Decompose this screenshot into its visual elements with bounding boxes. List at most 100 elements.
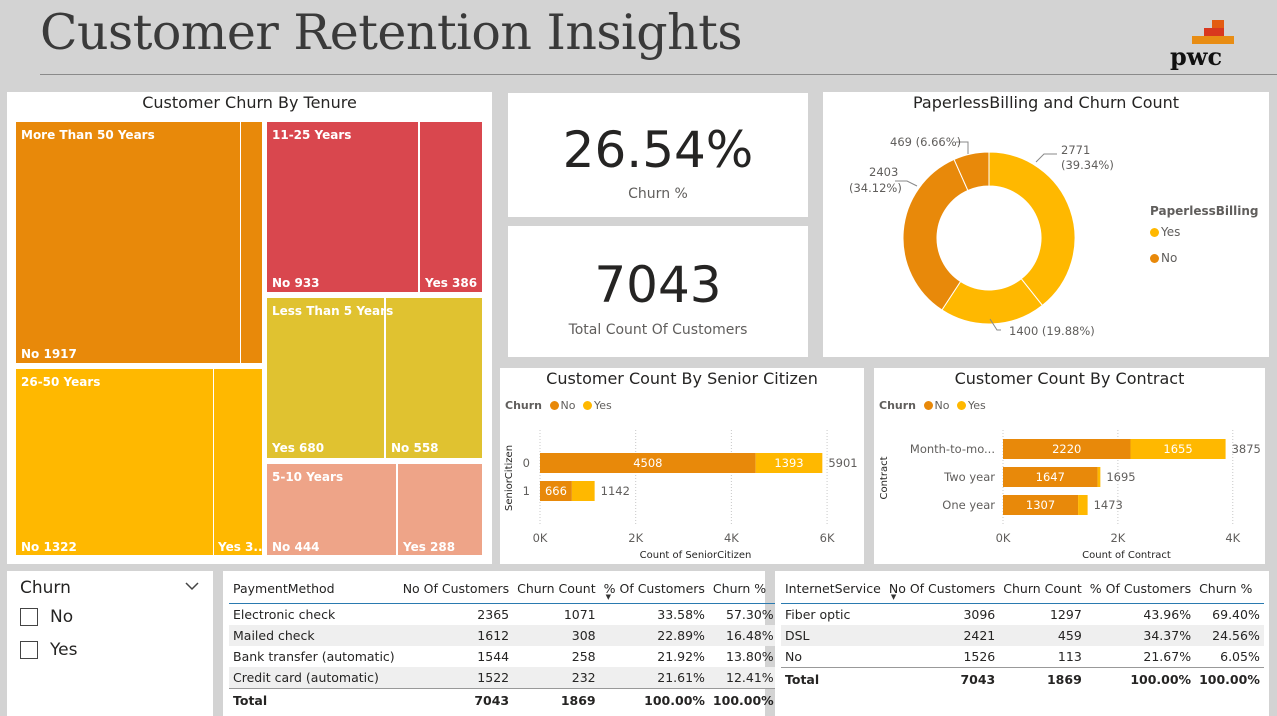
slicer-dropdown-chevron-icon[interactable]	[183, 577, 201, 595]
table-cell: 13.80%	[726, 649, 774, 664]
tile-less-than-5-no[interactable]	[386, 298, 482, 458]
tile-more-than-50-no[interactable]	[16, 122, 240, 363]
tile-label: 11-25 Years	[272, 128, 352, 142]
y-axis-title: SeniorCitizen	[504, 445, 515, 511]
tile-more-than-50-yes[interactable]	[241, 122, 262, 363]
churn-pct-card: 26.54% Churn %	[508, 93, 808, 217]
logo-block	[1212, 20, 1224, 28]
checkbox[interactable]	[20, 641, 38, 659]
tile-26-50-no[interactable]	[16, 369, 213, 555]
table-cell: 69.40%	[1212, 607, 1260, 622]
table-row[interactable]: Credit card (automatic) 1522 232 21.61% 12.4…	[229, 667, 778, 689]
total-cell: 100.00%	[599, 688, 709, 711]
table-row[interactable]: Electronic check 2365 1071 33.58% 57.30%	[229, 604, 778, 626]
bar-yes[interactable]	[1097, 467, 1101, 487]
table-row[interactable]: Mailed check 1612 308 22.89% 16.48%	[229, 625, 778, 646]
tile-5-10-yes[interactable]	[398, 464, 482, 555]
x-axis-title: Count of SeniorCitizen	[640, 550, 752, 561]
total-cell: Total	[781, 667, 885, 690]
table-row[interactable]: Fiber optic 3096 1297 43.96% 69.40%	[781, 604, 1264, 626]
bar-yes[interactable]	[571, 481, 595, 501]
tile-26-50-yes[interactable]	[214, 369, 262, 555]
donut-card: PaperlessBilling and Churn Count 469 (6.…	[823, 92, 1269, 357]
total-cell: 7043	[398, 688, 514, 711]
bar-yes[interactable]	[1078, 495, 1088, 515]
table-cell: 6.05%	[1220, 649, 1260, 664]
bar-no[interactable]	[1003, 467, 1098, 487]
page-title: Customer Retention Insights	[40, 4, 742, 61]
column-header[interactable]: Churn Count	[513, 573, 600, 604]
column-header[interactable]: Churn %	[1195, 573, 1264, 604]
table-cell: No	[785, 649, 802, 664]
tile-value: Yes 288	[403, 540, 456, 554]
donut-label: 2403	[869, 165, 898, 179]
table-cell: 16.48%	[708, 625, 778, 646]
y-tick-label: Month-to-mo...	[910, 442, 995, 456]
sort-descending-icon: ▼	[605, 593, 612, 601]
tile-less-than-5-yes[interactable]	[267, 298, 384, 458]
tile-11-25-yes[interactable]	[420, 122, 482, 292]
total-cell: Total	[229, 688, 399, 711]
legend-dot	[1150, 254, 1159, 263]
payment-method-table-card: PaymentMethod No Of Customers Churn Coun…	[223, 571, 778, 716]
column-header[interactable]: PaymentMethod	[229, 573, 399, 604]
donut-slice[interactable]	[988, 151, 1076, 307]
total-cell: 1869	[999, 667, 1086, 690]
table-row[interactable]: No 1526 113 21.67% 6.05%	[781, 646, 1264, 668]
column-header[interactable]: InternetService	[781, 573, 885, 604]
legend-title: Churn	[879, 399, 916, 412]
legend-item-no[interactable]: No	[1150, 251, 1177, 265]
data-label: 666	[545, 484, 567, 498]
column-header-sorted[interactable]: % Of Customers ▼	[599, 573, 709, 604]
slicer-option-yes[interactable]: Yes	[20, 640, 77, 660]
table-cell: Bank transfer (automatic)	[233, 649, 395, 664]
y-tick-label: 0	[523, 456, 530, 470]
table-cell: Electronic check	[233, 607, 336, 622]
bar-no[interactable]	[1003, 439, 1131, 459]
donut-title: PaperlessBilling and Churn Count	[912, 93, 1180, 112]
column-header[interactable]: % Of Customers	[1085, 573, 1196, 604]
table-row[interactable]: Bank transfer (automatic) 1544 258 21.92% 13…	[229, 646, 778, 667]
tile-value: Yes 386	[425, 276, 478, 290]
column-header-sorted[interactable]: No Of Customers ▼	[884, 573, 1000, 604]
senior-chart-title: Customer Count By Senior Citizen	[546, 369, 818, 388]
table-cell: 2421	[884, 625, 1000, 646]
column-header[interactable]: Churn Count	[999, 573, 1086, 604]
table-total-row: Total 7043 1869 100.00% 100.00%	[781, 667, 1264, 690]
data-label: 1647	[1036, 470, 1065, 484]
table-cell: Credit card (automatic)	[229, 667, 399, 689]
table-row[interactable]: DSL 2421 459 34.37% 24.56%	[781, 625, 1264, 646]
table-cell: 22.89%	[599, 625, 709, 646]
donut-label: 469 (6.66%)	[890, 135, 961, 149]
total-cell: 100.00%	[1195, 667, 1264, 690]
column-header[interactable]: Churn %	[708, 573, 778, 604]
x-tick-label: 0K	[996, 531, 1011, 545]
table-cell: 232	[513, 667, 600, 689]
column-header-label: % Of Customers	[603, 580, 705, 596]
slicer-option-no[interactable]: No	[20, 607, 73, 627]
title-divider	[40, 74, 1277, 75]
checkbox[interactable]	[20, 608, 38, 626]
column-header[interactable]: No Of Customers	[398, 573, 514, 604]
donut-label: 2771	[1061, 143, 1090, 157]
tile-11-25-no[interactable]	[267, 122, 418, 292]
table-cell: 21.67%	[1143, 649, 1192, 664]
slicer-title: Churn	[20, 578, 71, 598]
bar-no[interactable]	[1003, 495, 1079, 515]
bar-no[interactable]	[540, 481, 572, 501]
tile-label: Less Than 5 Years	[272, 304, 394, 318]
donut-slice[interactable]	[953, 151, 990, 192]
x-tick-label: 0K	[533, 531, 548, 545]
tile-5-10-no[interactable]	[267, 464, 396, 555]
bar-no[interactable]	[540, 453, 756, 473]
tile-value: No 933	[272, 276, 320, 290]
legend-item-yes[interactable]: Yes	[1150, 225, 1180, 239]
tile-value: No 1322	[21, 540, 77, 554]
payment-method-table: PaymentMethod No Of Customers Churn Coun…	[229, 573, 778, 711]
donut-slice[interactable]	[902, 158, 969, 311]
churn-pct-label: Churn %	[628, 186, 688, 202]
senior-citizen-card: Customer Count By Senior Citizen Churn N…	[500, 368, 864, 564]
table-cell: 1526	[963, 649, 996, 664]
bar-yes[interactable]	[755, 453, 823, 473]
bar-yes[interactable]	[1130, 439, 1226, 459]
